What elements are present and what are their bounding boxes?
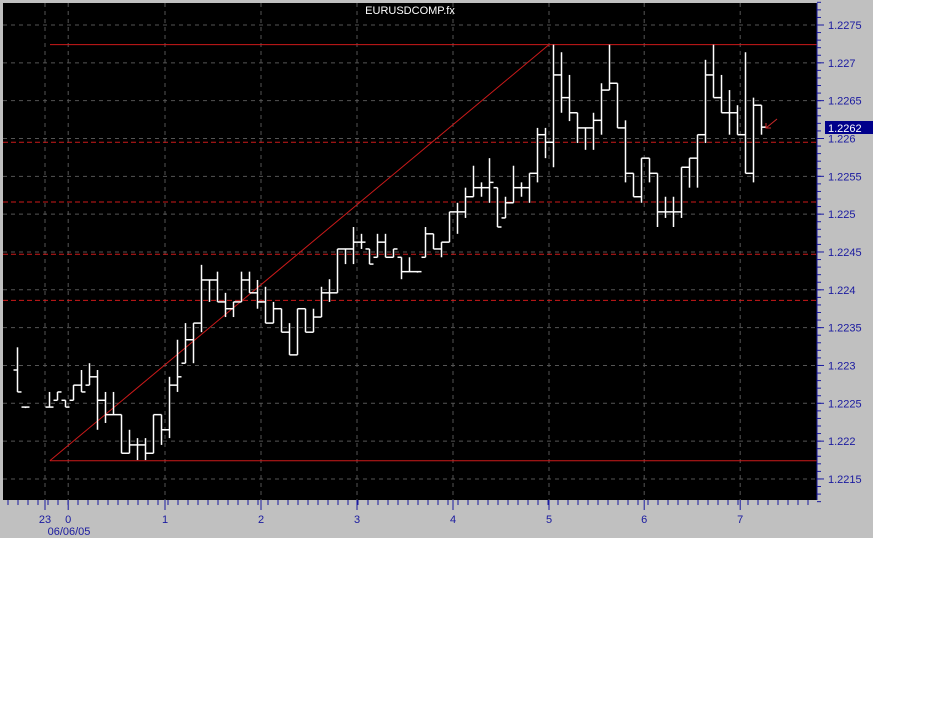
y-tick-label: 1.2275: [828, 20, 862, 32]
x-tick-label: 23: [39, 514, 51, 526]
current-price-arrow-icon: [765, 118, 778, 129]
x-tick-label: 6: [641, 514, 647, 526]
y-tick-label: 1.2215: [828, 474, 862, 486]
x-date-label: 06/06/05: [48, 526, 91, 538]
y-tick-label: 1.2265: [828, 96, 862, 108]
x-tick-label: 2: [258, 514, 264, 526]
x-tick-label: 5: [546, 514, 552, 526]
y-tick-label: 1.223: [828, 360, 856, 372]
x-tick-label: 3: [354, 514, 360, 526]
y-tick-label: 1.226: [828, 133, 856, 145]
x-tick-label: 4: [450, 514, 456, 526]
chart-title: EURUSDCOMP.fx: [365, 5, 455, 17]
y-tick-label: 1.227: [828, 58, 856, 70]
x-tick-label: 0: [65, 514, 71, 526]
trendline: [49, 44, 550, 462]
y-tick-label: 1.2255: [828, 171, 862, 183]
last-price-marker: [825, 121, 873, 134]
plot-area: [3, 3, 817, 500]
y-tick-label: 1.224: [828, 285, 856, 297]
last-price-label: 1.2262: [828, 123, 862, 135]
y-tick-label: 1.222: [828, 436, 856, 448]
y-tick-label: 1.225: [828, 209, 856, 221]
y-tick-label: 1.2225: [828, 398, 862, 410]
x-tick-label: 7: [737, 514, 743, 526]
x-tick-label: 1: [162, 514, 168, 526]
y-tick-label: 1.2235: [828, 323, 862, 335]
y-tick-label: 1.2245: [828, 247, 862, 259]
